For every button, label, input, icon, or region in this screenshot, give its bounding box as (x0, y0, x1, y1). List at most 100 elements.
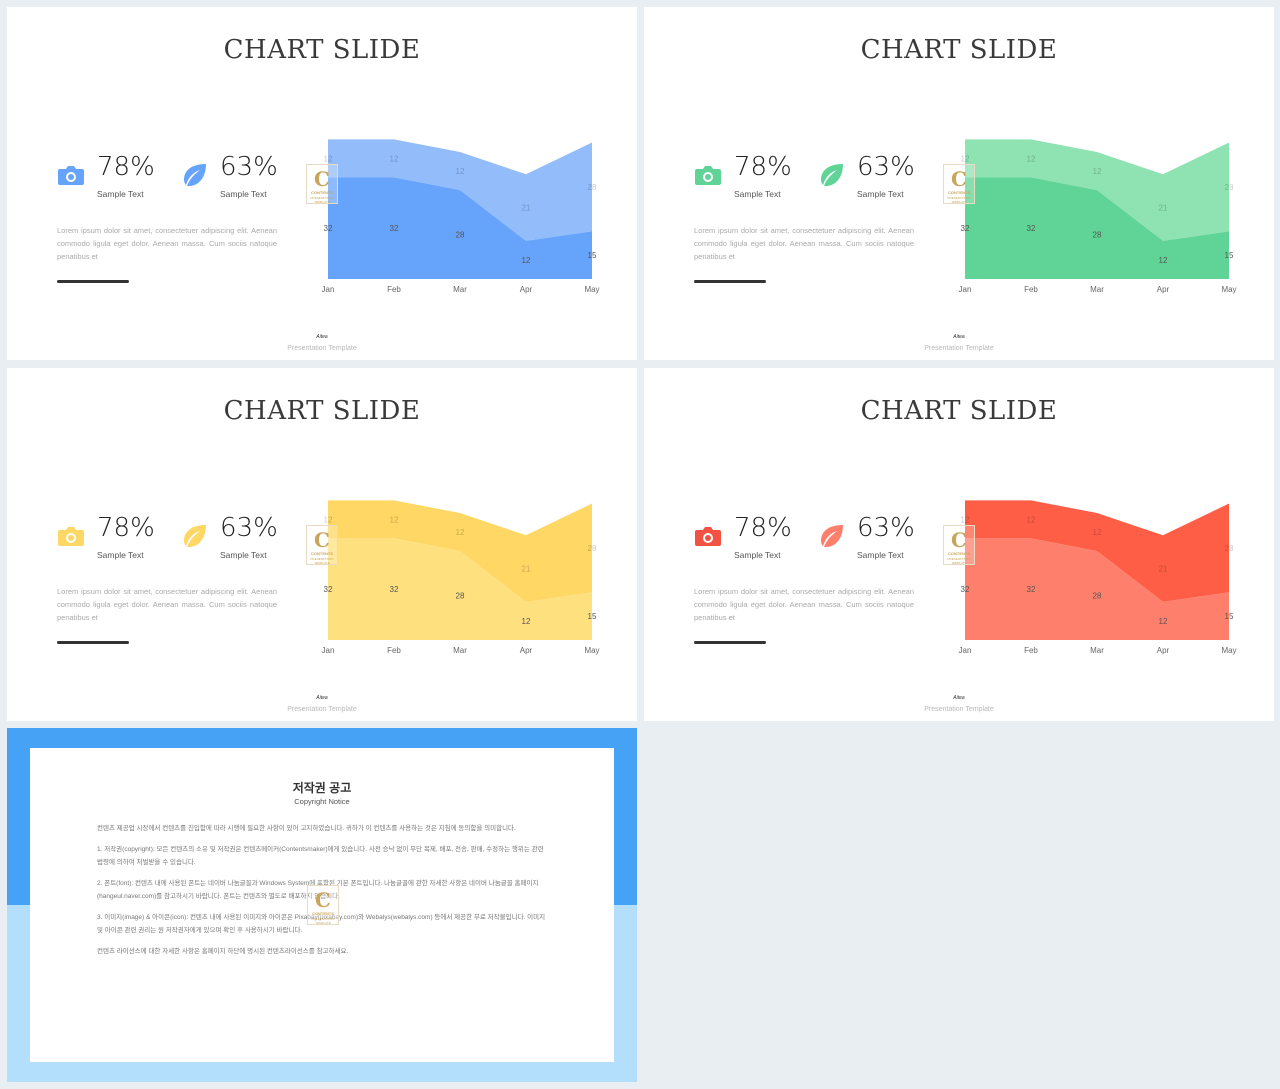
data-label: 28 (588, 183, 597, 192)
data-label: 12 (522, 256, 531, 265)
x-tick-label: Jan (322, 646, 335, 655)
data-label: 12 (390, 515, 399, 524)
data-label: 15 (588, 251, 597, 260)
contents-logo: C CONTENTS PRESENTATION TEMPLATE (943, 525, 975, 565)
data-label: 21 (1159, 204, 1168, 213)
data-label: 32 (1027, 224, 1036, 233)
logo-letter: C (951, 167, 967, 191)
slide-blue[interactable]: CHART SLIDE 78% Sample Text 63% Sample T… (7, 7, 637, 360)
x-tick-label: Apr (1157, 285, 1170, 294)
data-label: 12 (1159, 617, 1168, 626)
data-label: 12 (390, 154, 399, 163)
area-series-2 (328, 500, 592, 602)
camera-icon (695, 166, 721, 185)
x-tick-label: Mar (1090, 285, 1104, 294)
slide-title: CHART SLIDE (223, 396, 421, 426)
stat-value: 63% (220, 152, 278, 182)
notice-card: 저작권 공고 Copyright Notice 컨텐츠 제공업 시장에서 컨텐츠… (30, 748, 614, 1062)
slide-title: CHART SLIDE (860, 35, 1058, 65)
data-label: 32 (390, 224, 399, 233)
slide-red[interactable]: CHART SLIDE 78% Sample Text 63% Sample T… (644, 368, 1274, 721)
data-label: 12 (324, 154, 333, 163)
x-tick-label: Jan (959, 646, 972, 655)
data-label: 28 (1225, 183, 1234, 192)
footer-subtitle: Presentation Template (287, 706, 357, 713)
data-label: 21 (522, 204, 531, 213)
area-series-2 (965, 500, 1229, 602)
x-tick-label: May (584, 285, 599, 294)
logo-subtext: PRESENTATION TEMPLATE (311, 917, 335, 925)
notice-title: 저작권 공고 (292, 781, 352, 795)
logo-subtext: PRESENTATION TEMPLATE (310, 196, 334, 204)
data-label: 32 (961, 224, 970, 233)
area-series-2 (965, 139, 1229, 241)
contents-logo: C CONTENTS PRESENTATION TEMPLATE (943, 164, 975, 204)
data-label: 28 (1093, 231, 1102, 240)
logo-letter: C (315, 888, 331, 912)
slide-title: CHART SLIDE (223, 35, 421, 65)
data-label: 12 (1027, 515, 1036, 524)
leaf-icon (821, 525, 843, 548)
copyright-notice-slide[interactable]: 저작권 공고 Copyright Notice 컨텐츠 제공업 시장에서 컨텐츠… (7, 728, 637, 1082)
footer-subtitle: Presentation Template (924, 706, 994, 713)
notice-paragraph: 3. 이미지(image) & 아이콘(icon): 컨텐츠 내에 사용된 이미… (97, 914, 546, 934)
body-text: Lorem ipsum dolor sit amet, consectetuer… (694, 587, 914, 622)
data-label: 21 (522, 565, 531, 574)
x-tick-label: Jan (959, 285, 972, 294)
data-label: 12 (324, 515, 333, 524)
accent-underline (57, 641, 129, 644)
x-tick-label: Apr (1157, 646, 1170, 655)
x-tick-label: Mar (1090, 646, 1104, 655)
x-tick-label: Apr (520, 285, 533, 294)
area-series-1 (965, 177, 1229, 279)
data-label: 28 (1225, 544, 1234, 553)
x-tick-label: May (1221, 646, 1236, 655)
data-label: 12 (961, 154, 970, 163)
notice-body: 컨텐츠 제공업 시장에서 컨텐츠를 진입함에 따라 시행에 필요한 사항이 있어… (97, 822, 549, 966)
stat-label: Sample Text (97, 189, 144, 199)
stat-label: Sample Text (220, 550, 267, 560)
stat-label: Sample Text (220, 189, 267, 199)
data-label: 12 (1027, 154, 1036, 163)
camera-icon (58, 166, 84, 185)
data-label: 28 (456, 231, 465, 240)
leaf-icon (821, 164, 843, 187)
stat-value: 78% (734, 152, 792, 182)
data-label: 12 (1093, 528, 1102, 537)
stat-value: 78% (97, 152, 155, 182)
x-tick-label: Feb (1024, 646, 1038, 655)
slide-green[interactable]: CHART SLIDE 78% Sample Text 63% Sample T… (644, 7, 1274, 360)
x-tick-label: Mar (453, 646, 467, 655)
logo-letter: C (951, 528, 967, 552)
leaf-icon (184, 525, 206, 548)
stat-label: Sample Text (857, 550, 904, 560)
data-label: 32 (324, 224, 333, 233)
logo-letter: C (314, 167, 330, 191)
footer-brand: Aitea (316, 695, 328, 701)
notice-subtitle: Copyright Notice (294, 797, 350, 806)
slide-yellow[interactable]: CHART SLIDE 78% Sample Text 63% Sample T… (7, 368, 637, 721)
data-label: 12 (522, 617, 531, 626)
data-label: 12 (456, 528, 465, 537)
footer-subtitle: Presentation Template (287, 345, 357, 352)
logo-subtext: PRESENTATION TEMPLATE (947, 196, 971, 204)
stat-label: Sample Text (734, 550, 781, 560)
logo-subtext: PRESENTATION TEMPLATE (310, 557, 334, 565)
contents-logo: C CONTENTS PRESENTATION TEMPLATE (307, 885, 339, 925)
body-text: Lorem ipsum dolor sit amet, consectetuer… (57, 587, 277, 622)
data-label: 15 (1225, 251, 1234, 260)
logo-letter: C (314, 528, 330, 552)
footer-brand: Aitea (953, 334, 965, 340)
data-label: 12 (1159, 256, 1168, 265)
x-tick-label: Feb (387, 646, 401, 655)
stat-value: 63% (857, 152, 915, 182)
camera-icon (58, 527, 84, 546)
area-series-1 (965, 538, 1229, 640)
data-label: 28 (456, 592, 465, 601)
x-tick-label: Mar (453, 285, 467, 294)
area-chart: 32 12 Jan 32 12 Feb 28 12 Mar 12 21 Apr 15 28 May (322, 500, 600, 655)
data-label: 32 (390, 585, 399, 594)
accent-underline (57, 280, 129, 283)
data-label: 12 (1093, 167, 1102, 176)
contents-logo: C CONTENTS PRESENTATION TEMPLATE (306, 164, 338, 204)
